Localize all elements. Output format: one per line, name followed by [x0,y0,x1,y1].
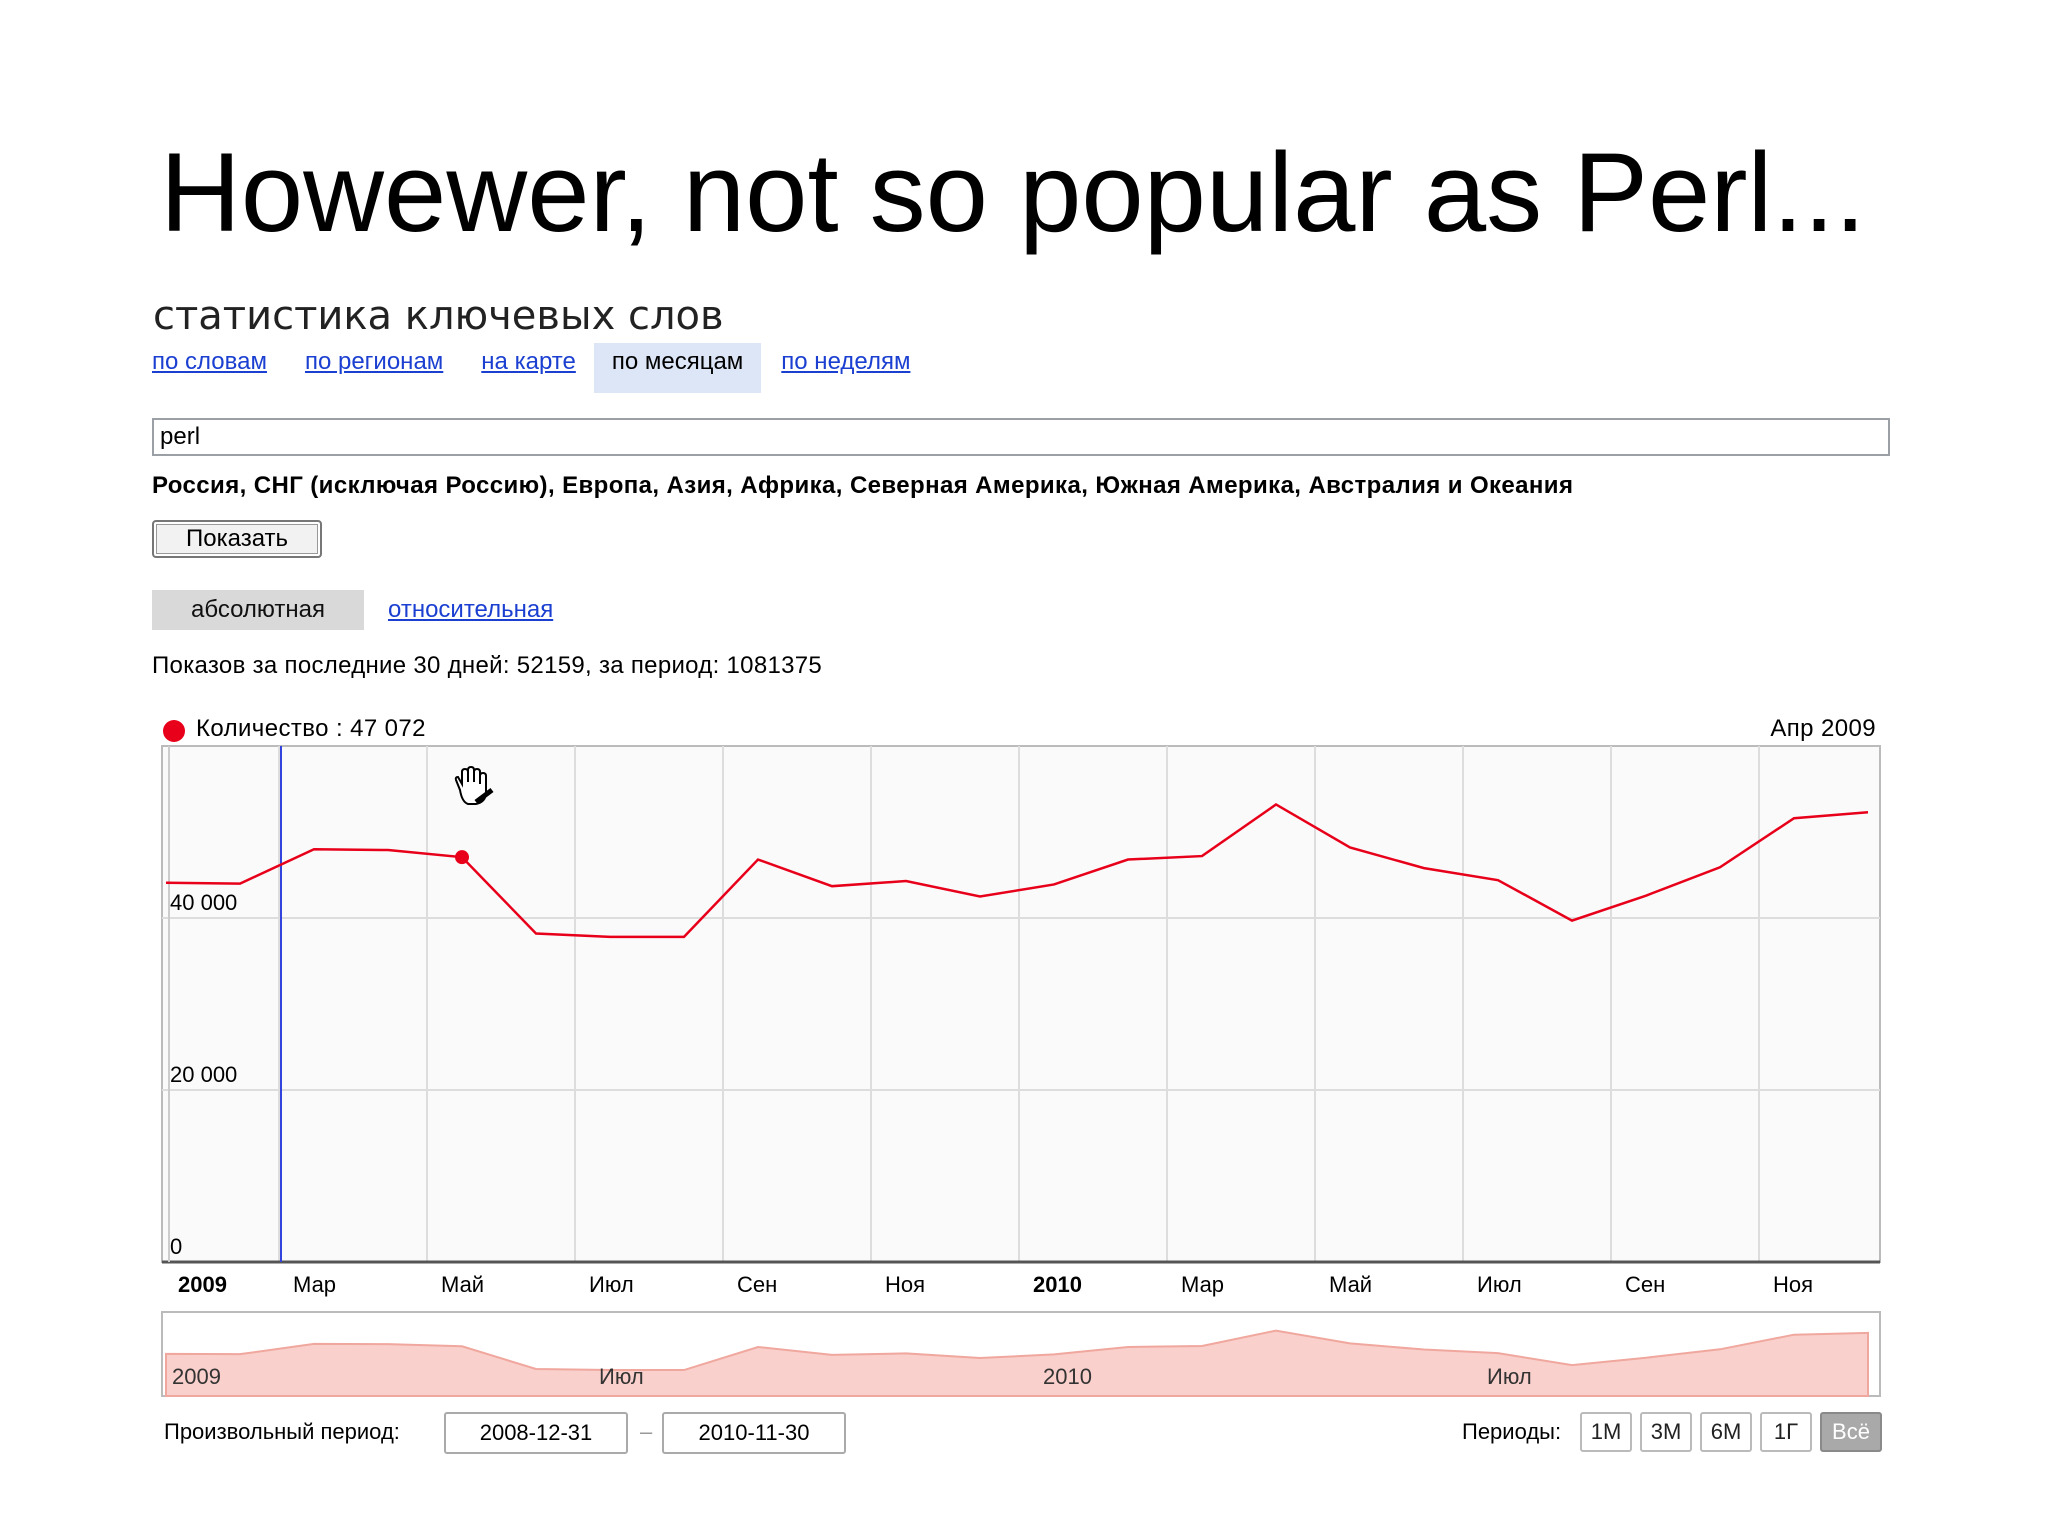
navigator-label: Июл [599,1364,644,1389]
tab-by-weeks[interactable]: по неделям [781,348,911,375]
custom-range-label: Произвольный период: [164,1419,400,1444]
x-tick-label: Ноя [885,1272,925,1297]
period-1m-button[interactable]: 1М [1580,1412,1632,1452]
tab-bar: по словам по регионам на карте по месяца… [152,343,948,393]
search-input[interactable] [152,418,1890,456]
range-end-input[interactable] [662,1412,846,1454]
x-tick-label: Сен [737,1272,777,1297]
navigator-area [165,1329,1869,1397]
plot-area [161,745,1881,1263]
mode-absolute-tab[interactable]: абсолютная [152,590,364,630]
tab-by-words[interactable]: по словам [152,348,267,375]
navigator-label: Июл [1487,1364,1532,1389]
x-tick-label: Мар [1181,1272,1224,1297]
y-tick-label: 40 000 [170,890,237,915]
y-tick-label: 0 [170,1234,182,1259]
navigator-label: 2010 [1043,1364,1092,1389]
regions-list: Россия, СНГ (исключая Россию), Европа, А… [152,472,1574,499]
page-title: статистика ключевых слов [153,293,724,339]
legend-value: Количество : 47 072 [196,715,426,742]
x-tick-label: Май [1329,1272,1372,1297]
x-tick-label: Май [441,1272,484,1297]
x-tick-label: Июл [589,1272,634,1297]
period-1y-button[interactable]: 1Г [1760,1412,1812,1452]
x-tick-label: 2009 [178,1272,227,1297]
plot-series [165,802,1869,939]
tab-by-regions[interactable]: по регионам [304,348,444,375]
impressions-summary: Показов за последние 30 дней: 52159, за … [152,652,823,679]
mode-relative-link[interactable]: относительная [388,596,554,623]
series-line-kolichestvo [165,802,1869,939]
range-navigator: 2009 Июл 2010 Июл [161,1311,1881,1397]
x-tick-label: Ноя [1773,1272,1813,1297]
tab-on-map[interactable]: на карте [481,348,576,375]
hand-cursor-icon [454,765,494,805]
range-start-input[interactable] [444,1412,628,1454]
legend-marker [163,720,185,742]
show-button[interactable]: Показать [152,520,322,558]
range-separator: – [640,1419,653,1444]
plot-grid [161,745,1881,1263]
plot-axes [162,746,1880,1264]
period-3m-button[interactable]: 3М [1640,1412,1692,1452]
slide-title: Howewer, not so popular as Perl... [160,130,1866,255]
data-point [455,850,469,865]
tab-by-months[interactable]: по месяцам [593,343,762,393]
x-tick-label: Июл [1477,1272,1522,1297]
period-6m-button[interactable]: 6М [1700,1412,1752,1452]
x-tick-label: 2010 [1033,1272,1082,1297]
periods-label: Периоды: [1462,1419,1562,1444]
navigator-label: 2009 [172,1364,221,1389]
hover-date-readout: Апр 2009 [1770,715,1876,742]
y-tick-label: 20 000 [170,1062,237,1087]
x-tick-label: Мар [293,1272,336,1297]
x-axis-labels: 0 20 000 40 000 2009 Мар Май Июл Сен Ноя 2010 Мар М… [170,890,1813,1297]
x-tick-label: Сен [1625,1272,1665,1297]
period-all-button[interactable]: Всё [1820,1412,1882,1452]
